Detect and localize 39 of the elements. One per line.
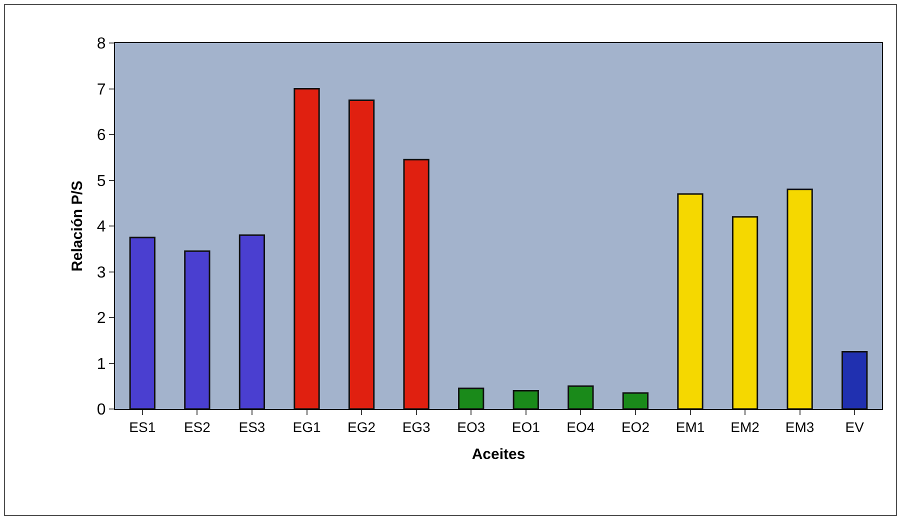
y-tick-label: 4 bbox=[96, 218, 106, 236]
bar bbox=[129, 236, 156, 409]
bar bbox=[622, 392, 649, 409]
x-tick-label: EO2 bbox=[621, 418, 650, 435]
y-tick-label: 5 bbox=[96, 172, 106, 190]
y-tick-label: 6 bbox=[96, 127, 106, 144]
x-tick-label: EG3 bbox=[402, 418, 431, 435]
bar bbox=[842, 351, 868, 409]
x-tick-label: EO1 bbox=[512, 418, 540, 435]
x-axis-title: Aceites bbox=[472, 446, 526, 463]
x-tick-label: EO4 bbox=[566, 418, 595, 435]
bar bbox=[786, 188, 813, 409]
y-tick-label: 2 bbox=[96, 310, 106, 328]
y-tick-label: 1 bbox=[96, 356, 106, 373]
bar bbox=[732, 216, 758, 409]
y-tick-label: 8 bbox=[96, 36, 106, 53]
x-tick-label: EM2 bbox=[730, 418, 760, 435]
x-tick-label: EG2 bbox=[348, 418, 376, 435]
bar bbox=[238, 234, 266, 409]
bar bbox=[184, 250, 210, 409]
y-axis-title: Relación P/S bbox=[69, 180, 86, 272]
x-tick-label: EO3 bbox=[457, 418, 486, 435]
bar bbox=[677, 193, 704, 409]
bar bbox=[512, 390, 539, 409]
x-tick-label: EV bbox=[845, 418, 865, 435]
x-tick-label: EG1 bbox=[292, 418, 321, 435]
x-tick-label: ES3 bbox=[238, 418, 266, 435]
bar bbox=[403, 158, 430, 409]
x-tick-label: ES1 bbox=[129, 418, 156, 435]
bar bbox=[458, 388, 484, 409]
y-tick-label: 3 bbox=[96, 264, 106, 282]
bar bbox=[348, 99, 375, 409]
bar bbox=[568, 385, 594, 409]
bar bbox=[294, 88, 320, 409]
x-tick-label: EM3 bbox=[785, 418, 814, 435]
x-tick-label: ES2 bbox=[184, 418, 211, 435]
y-tick-label: 0 bbox=[96, 402, 106, 419]
y-tick-label: 7 bbox=[96, 81, 106, 98]
x-tick-label: EM1 bbox=[676, 418, 705, 435]
